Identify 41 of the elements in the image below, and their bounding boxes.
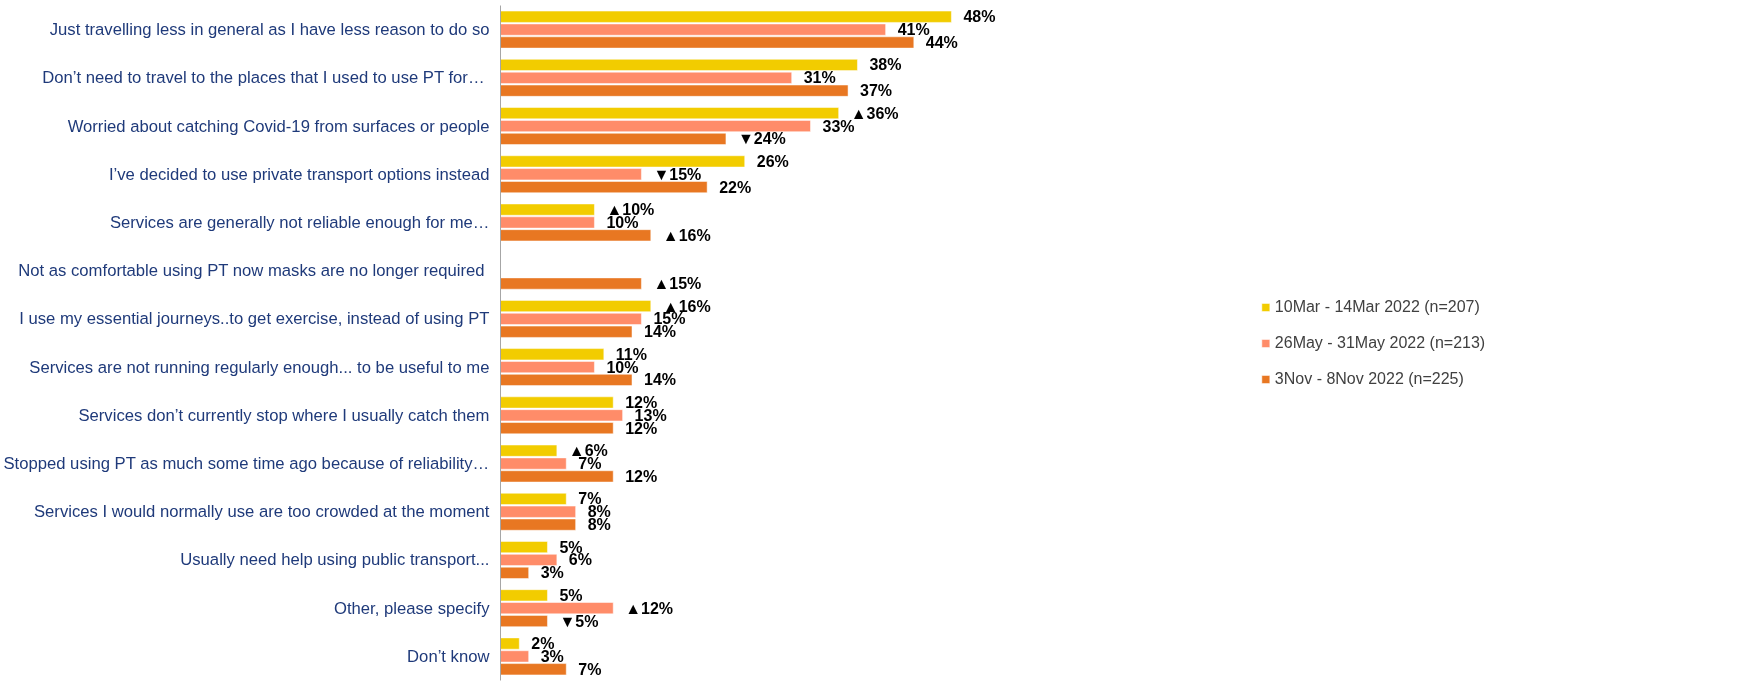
y-tick-label: Services are not running regularly enough... to be useful to me: [29, 357, 490, 377]
y-tick-label: Just travelling less in general as I have less reason to do so: [49, 20, 490, 40]
data-label: 3%: [540, 564, 564, 582]
y-tick-label: Services are generally not reliable enough for me…: [109, 212, 490, 232]
data-label: ▼5%: [559, 612, 599, 630]
data-label: ▲16%: [662, 226, 711, 244]
y-tick-label: Services I would normally use are too crowded at the moment: [34, 502, 490, 522]
data-label: 31%: [803, 69, 836, 87]
data-label: ▼24%: [737, 130, 786, 148]
data-label: 33%: [822, 117, 855, 135]
data-label: 7%: [578, 660, 602, 678]
data-label: ▼15%: [653, 165, 702, 183]
y-tick-label: Don’t know: [407, 646, 491, 666]
data-label: 22%: [719, 178, 752, 196]
data-label: 41%: [897, 21, 930, 39]
y-tick-label: I’ve decided to use private transport options instead: [108, 164, 490, 184]
data-label: ▲15%: [653, 275, 702, 293]
y-tick-label: Worried about catching Covid-19 from surfaces or people: [67, 116, 490, 136]
y-tick-label: I use my essential journeys..to get exercise, instead of using PT: [19, 309, 490, 329]
y-tick-label: Don’t need to travel to the places that I used to use PT for…: [42, 68, 485, 88]
data-label: 8%: [587, 516, 611, 534]
y-tick-label: Services don’t currently stop where I usually catch them: [78, 405, 490, 425]
y-tick-label: Stopped using PT as much some time ago because of reliability…: [3, 454, 490, 474]
data-label: ▲12%: [625, 599, 674, 617]
data-label: 12%: [625, 393, 658, 411]
y-tick-label: Not as comfortable using PT now masks are no longer required: [18, 261, 485, 281]
data-label: 5%: [559, 586, 583, 604]
y-tick-label: Usually need help using public transport...: [180, 550, 490, 570]
data-label: 12%: [625, 467, 658, 485]
data-label: 14%: [644, 323, 677, 341]
data-label: 37%: [860, 82, 893, 100]
legend-label: 10Mar - 14Mar 2022 (n=207): [1274, 297, 1480, 316]
y-tick-label: Other, please specify: [333, 598, 491, 618]
data-label: 38%: [869, 56, 902, 74]
data-label: 48%: [963, 8, 996, 26]
data-label: 7%: [578, 455, 602, 473]
legend-label: 3Nov - 8Nov 2022 (n=225): [1274, 369, 1464, 388]
bar: [500, 277, 642, 290]
legend-label: 26May - 31May 2022 (n=213): [1274, 333, 1486, 352]
data-label: 26%: [756, 152, 789, 170]
data-label: 14%: [644, 371, 677, 389]
